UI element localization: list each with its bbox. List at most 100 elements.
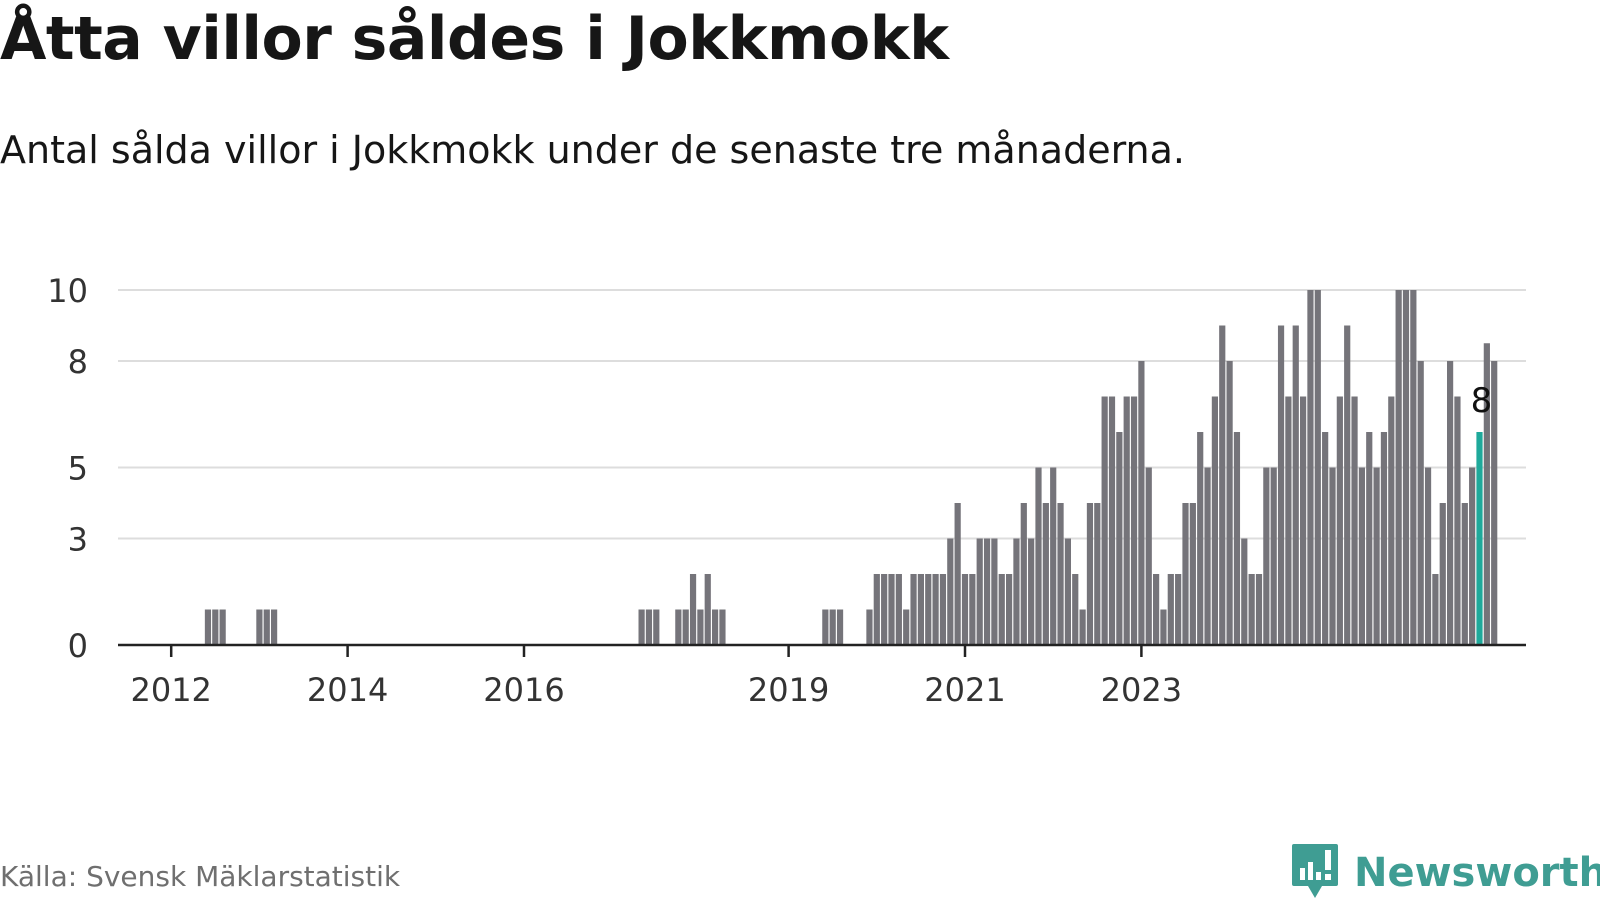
bar <box>1153 574 1160 645</box>
bar <box>954 503 961 645</box>
y-tick-label: 10 <box>47 272 88 310</box>
bar <box>1255 574 1263 645</box>
bar <box>204 609 212 645</box>
bar <box>697 609 704 645</box>
bar <box>1086 503 1094 645</box>
bar <box>1197 432 1204 645</box>
y-tick-label: 0 <box>68 627 88 665</box>
chart-subtitle: Antal sålda villor i Jokkmokk under de s… <box>0 128 1185 172</box>
bar <box>638 609 645 645</box>
bar <box>1292 325 1299 645</box>
bar <box>1233 432 1241 645</box>
bar <box>1072 574 1079 645</box>
bar <box>1263 467 1270 645</box>
bar <box>1116 432 1123 645</box>
bar <box>998 574 1005 645</box>
bar <box>1322 432 1329 645</box>
x-tick-label: 2023 <box>1101 671 1182 709</box>
bar <box>1167 574 1174 645</box>
y-tick-label: 3 <box>68 521 88 559</box>
bar <box>1204 467 1211 645</box>
x-tick-label: 2012 <box>130 671 211 709</box>
bar <box>704 574 711 645</box>
bar <box>822 609 829 645</box>
bar <box>873 574 880 645</box>
bar <box>1395 290 1402 645</box>
bar <box>1285 396 1292 645</box>
bar <box>866 609 873 645</box>
bar <box>1189 503 1196 645</box>
bar <box>1138 361 1145 645</box>
bar <box>829 609 836 645</box>
bar <box>1079 609 1086 645</box>
bar <box>1491 361 1498 645</box>
bar <box>1447 361 1454 645</box>
bar <box>1145 467 1152 645</box>
bar <box>1270 467 1277 645</box>
bar <box>1219 325 1226 645</box>
bar <box>1439 503 1446 645</box>
highlight-value-label: 8 <box>1471 381 1493 421</box>
bar <box>263 609 270 645</box>
bar <box>1182 503 1189 645</box>
bar <box>903 609 910 645</box>
bar <box>1314 290 1321 645</box>
bar <box>895 574 902 645</box>
newsworthy-logo-icon <box>1290 842 1340 904</box>
bar <box>1057 503 1064 645</box>
bar <box>1175 574 1182 645</box>
bar <box>1351 396 1358 645</box>
bar <box>1410 290 1417 645</box>
brand-logo: Newsworthy <box>1290 842 1600 904</box>
bar <box>1020 503 1027 645</box>
bar <box>888 574 895 645</box>
bar <box>1336 396 1343 645</box>
bar <box>1388 396 1395 645</box>
bar <box>1483 343 1490 645</box>
bar <box>1035 467 1042 645</box>
bar <box>1064 538 1071 645</box>
x-tick-label: 2021 <box>924 671 1005 709</box>
bars <box>204 290 1498 645</box>
bar <box>712 609 719 645</box>
bar <box>1469 467 1476 645</box>
bar <box>947 538 954 645</box>
bar <box>1402 290 1410 645</box>
bar <box>1108 396 1116 645</box>
bar <box>1094 503 1101 645</box>
bar <box>1006 574 1013 645</box>
bar <box>271 609 278 645</box>
bar <box>719 609 726 645</box>
bar <box>1123 396 1130 645</box>
labels: 0 3 5 8 10 8 2012 2014 2016 2019 2021 2023 <box>47 272 1492 709</box>
brand-name: Newsworthy <box>1354 850 1600 896</box>
bar <box>1248 574 1255 645</box>
bar <box>910 574 917 645</box>
x-tick-label: 2016 <box>483 671 564 709</box>
bar <box>1424 467 1432 645</box>
bar <box>1417 361 1424 645</box>
bar <box>256 609 263 645</box>
bar <box>1432 574 1439 645</box>
x-tick-label: 2014 <box>307 671 388 709</box>
bar <box>836 609 844 645</box>
bar <box>969 574 976 645</box>
bar <box>1344 325 1351 645</box>
bar <box>1307 290 1314 645</box>
bar <box>925 574 932 645</box>
bar <box>1300 396 1307 645</box>
bar <box>1050 467 1057 645</box>
bar <box>645 609 653 645</box>
axes <box>118 643 1526 657</box>
bar <box>1373 467 1380 645</box>
bar <box>1461 503 1468 645</box>
bar <box>1366 432 1373 645</box>
bar <box>1241 538 1248 645</box>
bar-highlight <box>1476 432 1483 645</box>
bar <box>917 574 924 645</box>
bar <box>1211 396 1218 645</box>
bar <box>1028 538 1035 645</box>
bar <box>1226 361 1233 645</box>
bar <box>689 574 697 645</box>
